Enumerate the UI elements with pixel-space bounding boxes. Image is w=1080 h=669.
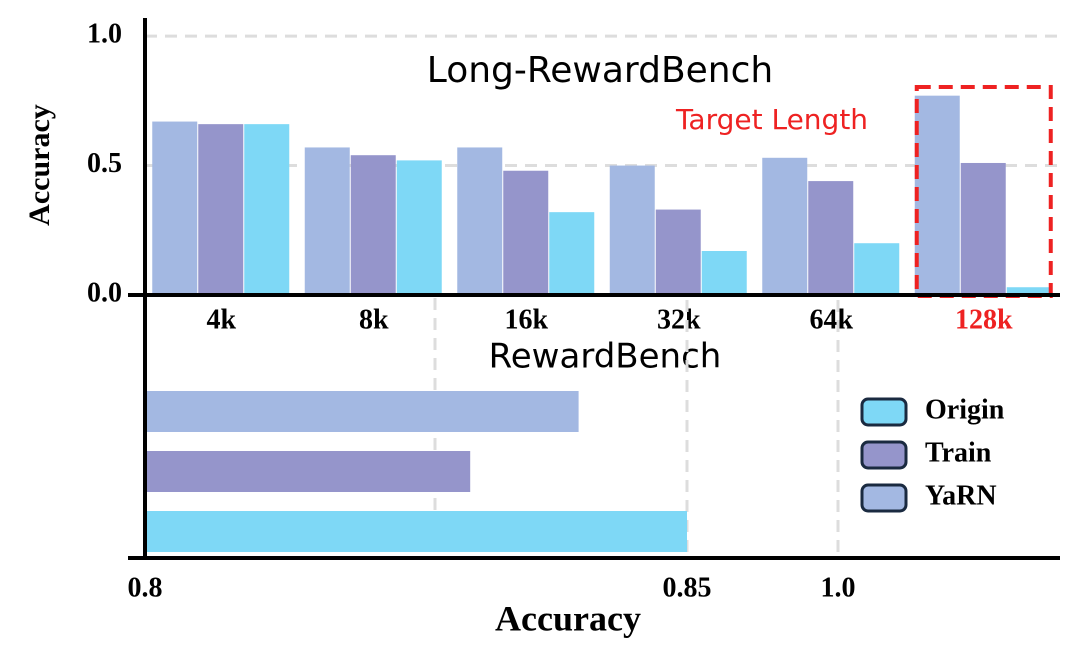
x-tick-label: 4k <box>206 304 236 335</box>
bar <box>396 160 442 295</box>
y-tick-label: 1.0 <box>87 19 122 50</box>
legend-label: YaRN <box>925 480 997 511</box>
bar <box>960 162 1006 295</box>
chart-title: Long-RewardBench <box>427 50 773 91</box>
bar <box>655 209 701 295</box>
bar <box>808 181 854 295</box>
bar <box>1006 287 1052 295</box>
bar <box>145 511 687 552</box>
bar <box>152 121 198 296</box>
y-tick-label: 0.5 <box>87 148 122 179</box>
bar <box>350 155 396 295</box>
x-tick-label: 0.8 <box>128 572 163 603</box>
bar <box>198 124 244 295</box>
x-tick-label: 32k <box>657 304 701 335</box>
bar <box>701 250 747 295</box>
bar <box>145 391 579 432</box>
bar <box>762 157 808 295</box>
bar <box>244 124 290 295</box>
legend-swatch <box>860 440 908 470</box>
x-tick-label: 8k <box>359 304 389 335</box>
bar <box>549 212 595 295</box>
x-tick-label: 128k <box>955 304 1013 335</box>
legend-label: Train <box>925 437 992 468</box>
legend-swatch <box>860 397 908 427</box>
x-axis-label: Accuracy <box>495 598 641 638</box>
bar <box>914 95 960 296</box>
bar <box>304 147 350 295</box>
bar <box>609 165 655 295</box>
annotation: Target Length <box>675 103 868 136</box>
chart-title: RewardBench <box>489 337 722 377</box>
y-axis-label: Accuracy <box>23 104 56 226</box>
x-tick-label: 0.85 <box>663 572 712 603</box>
legend-label: Origin <box>925 394 1005 425</box>
bar <box>457 147 503 295</box>
x-tick-label: 64k <box>809 304 853 335</box>
y-tick-label: 0.0 <box>87 277 122 308</box>
bar <box>145 451 471 492</box>
bar <box>854 243 900 295</box>
legend-swatch <box>860 483 908 513</box>
bar <box>503 170 549 295</box>
x-tick-label: 16k <box>504 304 548 335</box>
x-tick-label: 1.0 <box>821 572 856 603</box>
